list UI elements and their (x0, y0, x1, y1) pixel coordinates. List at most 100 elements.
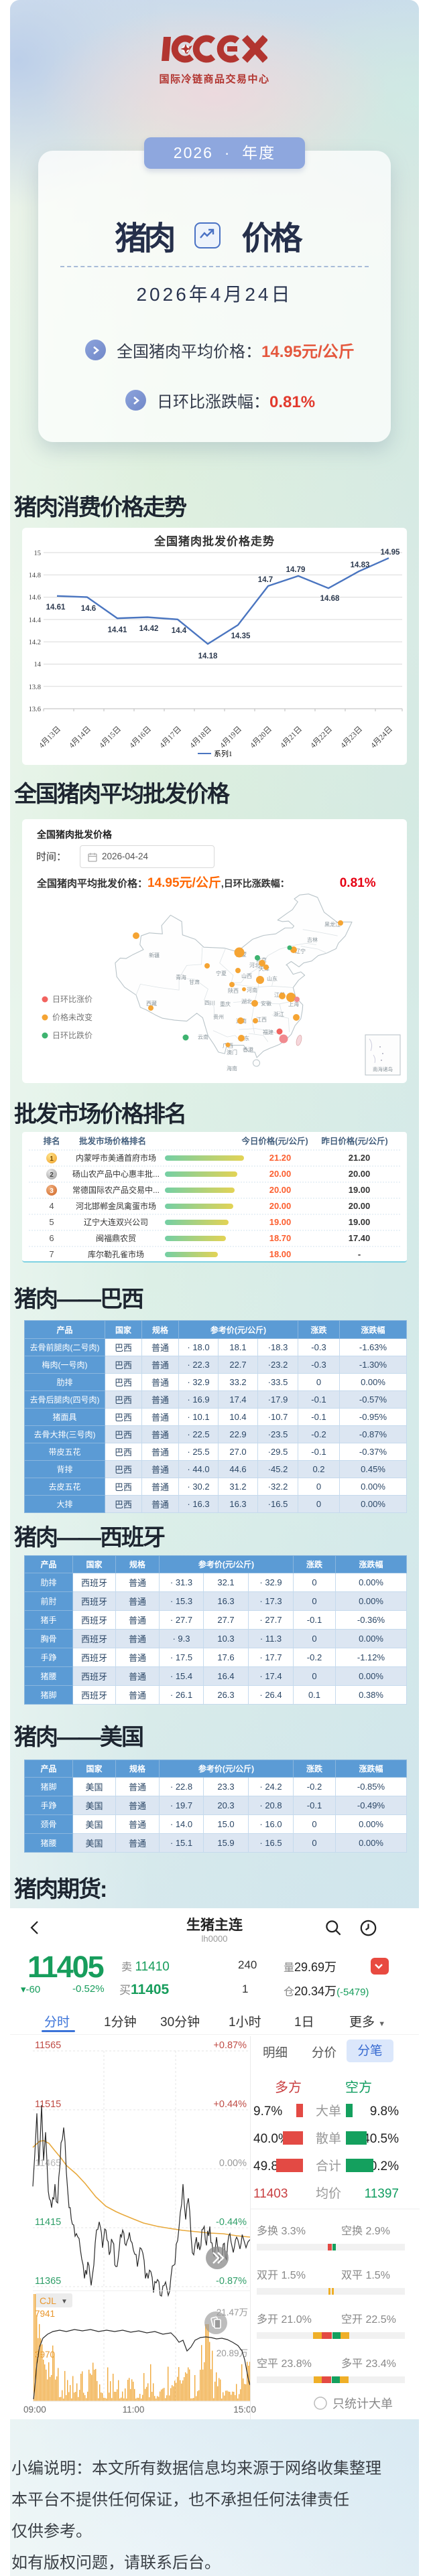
svg-text:大单: 大单 (316, 2104, 341, 2119)
svg-text:+0.44%: +0.44% (213, 2099, 247, 2110)
svg-text:09:00: 09:00 (23, 2405, 46, 2415)
svg-text:宁夏: 宁夏 (216, 970, 227, 977)
svg-text:青海: 青海 (176, 974, 186, 981)
svg-text:辽宁: 辽宁 (295, 948, 306, 954)
svg-text:14.6: 14.6 (81, 605, 96, 613)
svg-text:4月19日: 4月19日 (219, 725, 243, 750)
svg-text:21.47万: 21.47万 (217, 2307, 248, 2317)
svg-text:4月16日: 4月16日 (128, 725, 153, 750)
svg-text:CJL: CJL (40, 2295, 56, 2306)
svg-text:空平 23.8%: 空平 23.8% (257, 2358, 312, 2370)
svg-text:40.5%: 40.5% (363, 2132, 399, 2146)
svg-text:山西: 山西 (241, 973, 252, 979)
svg-text:贵州: 贵州 (213, 1013, 224, 1020)
svg-text:散单: 散单 (316, 2131, 341, 2146)
svg-text:4月24日: 4月24日 (369, 725, 394, 750)
svg-text:14.42: 14.42 (139, 625, 159, 633)
svg-text:4月22日: 4月22日 (309, 725, 334, 750)
svg-text:14.4: 14.4 (29, 617, 42, 624)
svg-text:18.70: 18.70 (269, 1233, 292, 1243)
svg-text:14.79: 14.79 (286, 566, 306, 574)
svg-text:6: 6 (49, 1233, 54, 1243)
svg-text:3: 3 (50, 1188, 54, 1195)
svg-text:吉林: 吉林 (307, 936, 318, 943)
svg-text:空开 22.5%: 空开 22.5% (341, 2313, 396, 2325)
svg-text:日环比涨价: 日环比涨价 (52, 994, 93, 1004)
svg-text:系列1: 系列1 (214, 749, 233, 758)
svg-text:7941: 7941 (35, 2309, 55, 2319)
svg-text:14.4: 14.4 (172, 627, 187, 635)
svg-text:11365: 11365 (35, 2276, 61, 2287)
svg-text:只统计大单: 只统计大单 (332, 2397, 393, 2411)
svg-text:价格未改变: 价格未改变 (52, 1012, 93, 1022)
svg-text:河北邯郸金凤禽蛋市场: 河北邯郸金凤禽蛋市场 (76, 1201, 156, 1211)
svg-text:今日价格(元/公斤): 今日价格(元/公斤) (241, 1136, 308, 1146)
svg-text:4月23日: 4月23日 (339, 725, 364, 750)
svg-text:13.6: 13.6 (29, 706, 41, 713)
svg-text:空换 2.9%: 空换 2.9% (341, 2225, 390, 2237)
svg-text:均价: 均价 (316, 2186, 341, 2201)
svg-text:批发市场价格排名: 批发市场价格排名 (79, 1136, 146, 1146)
svg-text:河北: 河北 (249, 962, 260, 969)
svg-text:4月17日: 4月17日 (158, 725, 183, 750)
svg-text:+0.87%: +0.87% (213, 2040, 247, 2051)
svg-text:9.8%: 9.8% (370, 2104, 399, 2119)
svg-text:11565: 11565 (35, 2040, 61, 2051)
svg-text:多开 21.0%: 多开 21.0% (257, 2313, 312, 2325)
svg-text:5: 5 (49, 1217, 54, 1227)
svg-text:14.8: 14.8 (29, 572, 41, 579)
svg-text:17.40: 17.40 (349, 1233, 371, 1243)
svg-text:14: 14 (34, 661, 42, 668)
svg-text:-: - (358, 1249, 361, 1259)
svg-text:澳门: 澳门 (227, 1049, 237, 1056)
svg-text:安徽: 安徽 (261, 1000, 271, 1007)
svg-text:15: 15 (34, 550, 42, 557)
svg-text:常德国际农产品交易中...: 常德国际农产品交易中... (72, 1185, 160, 1195)
svg-text:20.00: 20.00 (349, 1169, 371, 1179)
svg-text:湖北: 湖北 (241, 999, 252, 1005)
svg-text:重庆: 重庆 (220, 1001, 231, 1007)
svg-text:2: 2 (50, 1171, 54, 1179)
svg-text:甘肃: 甘肃 (189, 979, 200, 985)
svg-text:19.00: 19.00 (349, 1185, 371, 1195)
svg-text:西藏: 西藏 (146, 1000, 157, 1007)
svg-text:上海: 上海 (288, 1001, 299, 1007)
svg-text:40.0%: 40.0% (253, 2132, 290, 2146)
svg-text:福建: 福建 (263, 1029, 273, 1035)
svg-text:14.95: 14.95 (381, 549, 400, 557)
svg-text:4: 4 (49, 1201, 54, 1211)
svg-text:排名: 排名 (43, 1136, 60, 1146)
svg-text:四川: 四川 (204, 1000, 215, 1006)
svg-text:9.7%: 9.7% (253, 2104, 282, 2119)
svg-text:闽福鼎农贸: 闽福鼎农贸 (96, 1233, 136, 1243)
svg-text:11403: 11403 (253, 2187, 288, 2201)
svg-text:-0.44%: -0.44% (216, 2217, 247, 2228)
svg-text:11397: 11397 (365, 2187, 399, 2201)
svg-text:辽宁大连双兴公司: 辽宁大连双兴公司 (84, 1217, 148, 1227)
svg-text:11415: 11415 (35, 2217, 61, 2228)
svg-text:江西: 江西 (256, 1017, 267, 1023)
svg-text:13.8: 13.8 (29, 684, 41, 691)
svg-text:20.00: 20.00 (269, 1185, 292, 1195)
svg-text:0.00%: 0.00% (219, 2158, 247, 2169)
svg-text:4月20日: 4月20日 (249, 725, 273, 750)
svg-text:7: 7 (49, 1249, 54, 1259)
svg-text:双开 1.5%: 双开 1.5% (257, 2270, 306, 2281)
svg-text:14.83: 14.83 (351, 561, 370, 569)
svg-text:▼: ▼ (61, 2298, 68, 2305)
svg-text:14.41: 14.41 (108, 626, 127, 634)
svg-text:昨日价格(元/公斤): 昨日价格(元/公斤) (321, 1136, 387, 1146)
svg-text:北京: 北京 (256, 956, 267, 963)
svg-text:河南: 河南 (247, 987, 257, 993)
svg-text:双平 1.5%: 双平 1.5% (341, 2270, 390, 2281)
svg-text:14.6: 14.6 (29, 594, 41, 601)
svg-text:20.89万: 20.89万 (217, 2348, 248, 2358)
svg-text:海南: 海南 (227, 1065, 237, 1072)
svg-text:多换 3.3%: 多换 3.3% (257, 2225, 306, 2237)
svg-text:陕西: 陕西 (228, 987, 239, 994)
svg-text:14.68: 14.68 (320, 595, 340, 603)
svg-text:4月14日: 4月14日 (68, 725, 93, 750)
svg-text:1: 1 (50, 1155, 54, 1163)
svg-text:南海诸岛: 南海诸岛 (373, 1066, 393, 1072)
svg-text:黑龙江: 黑龙江 (324, 921, 341, 928)
